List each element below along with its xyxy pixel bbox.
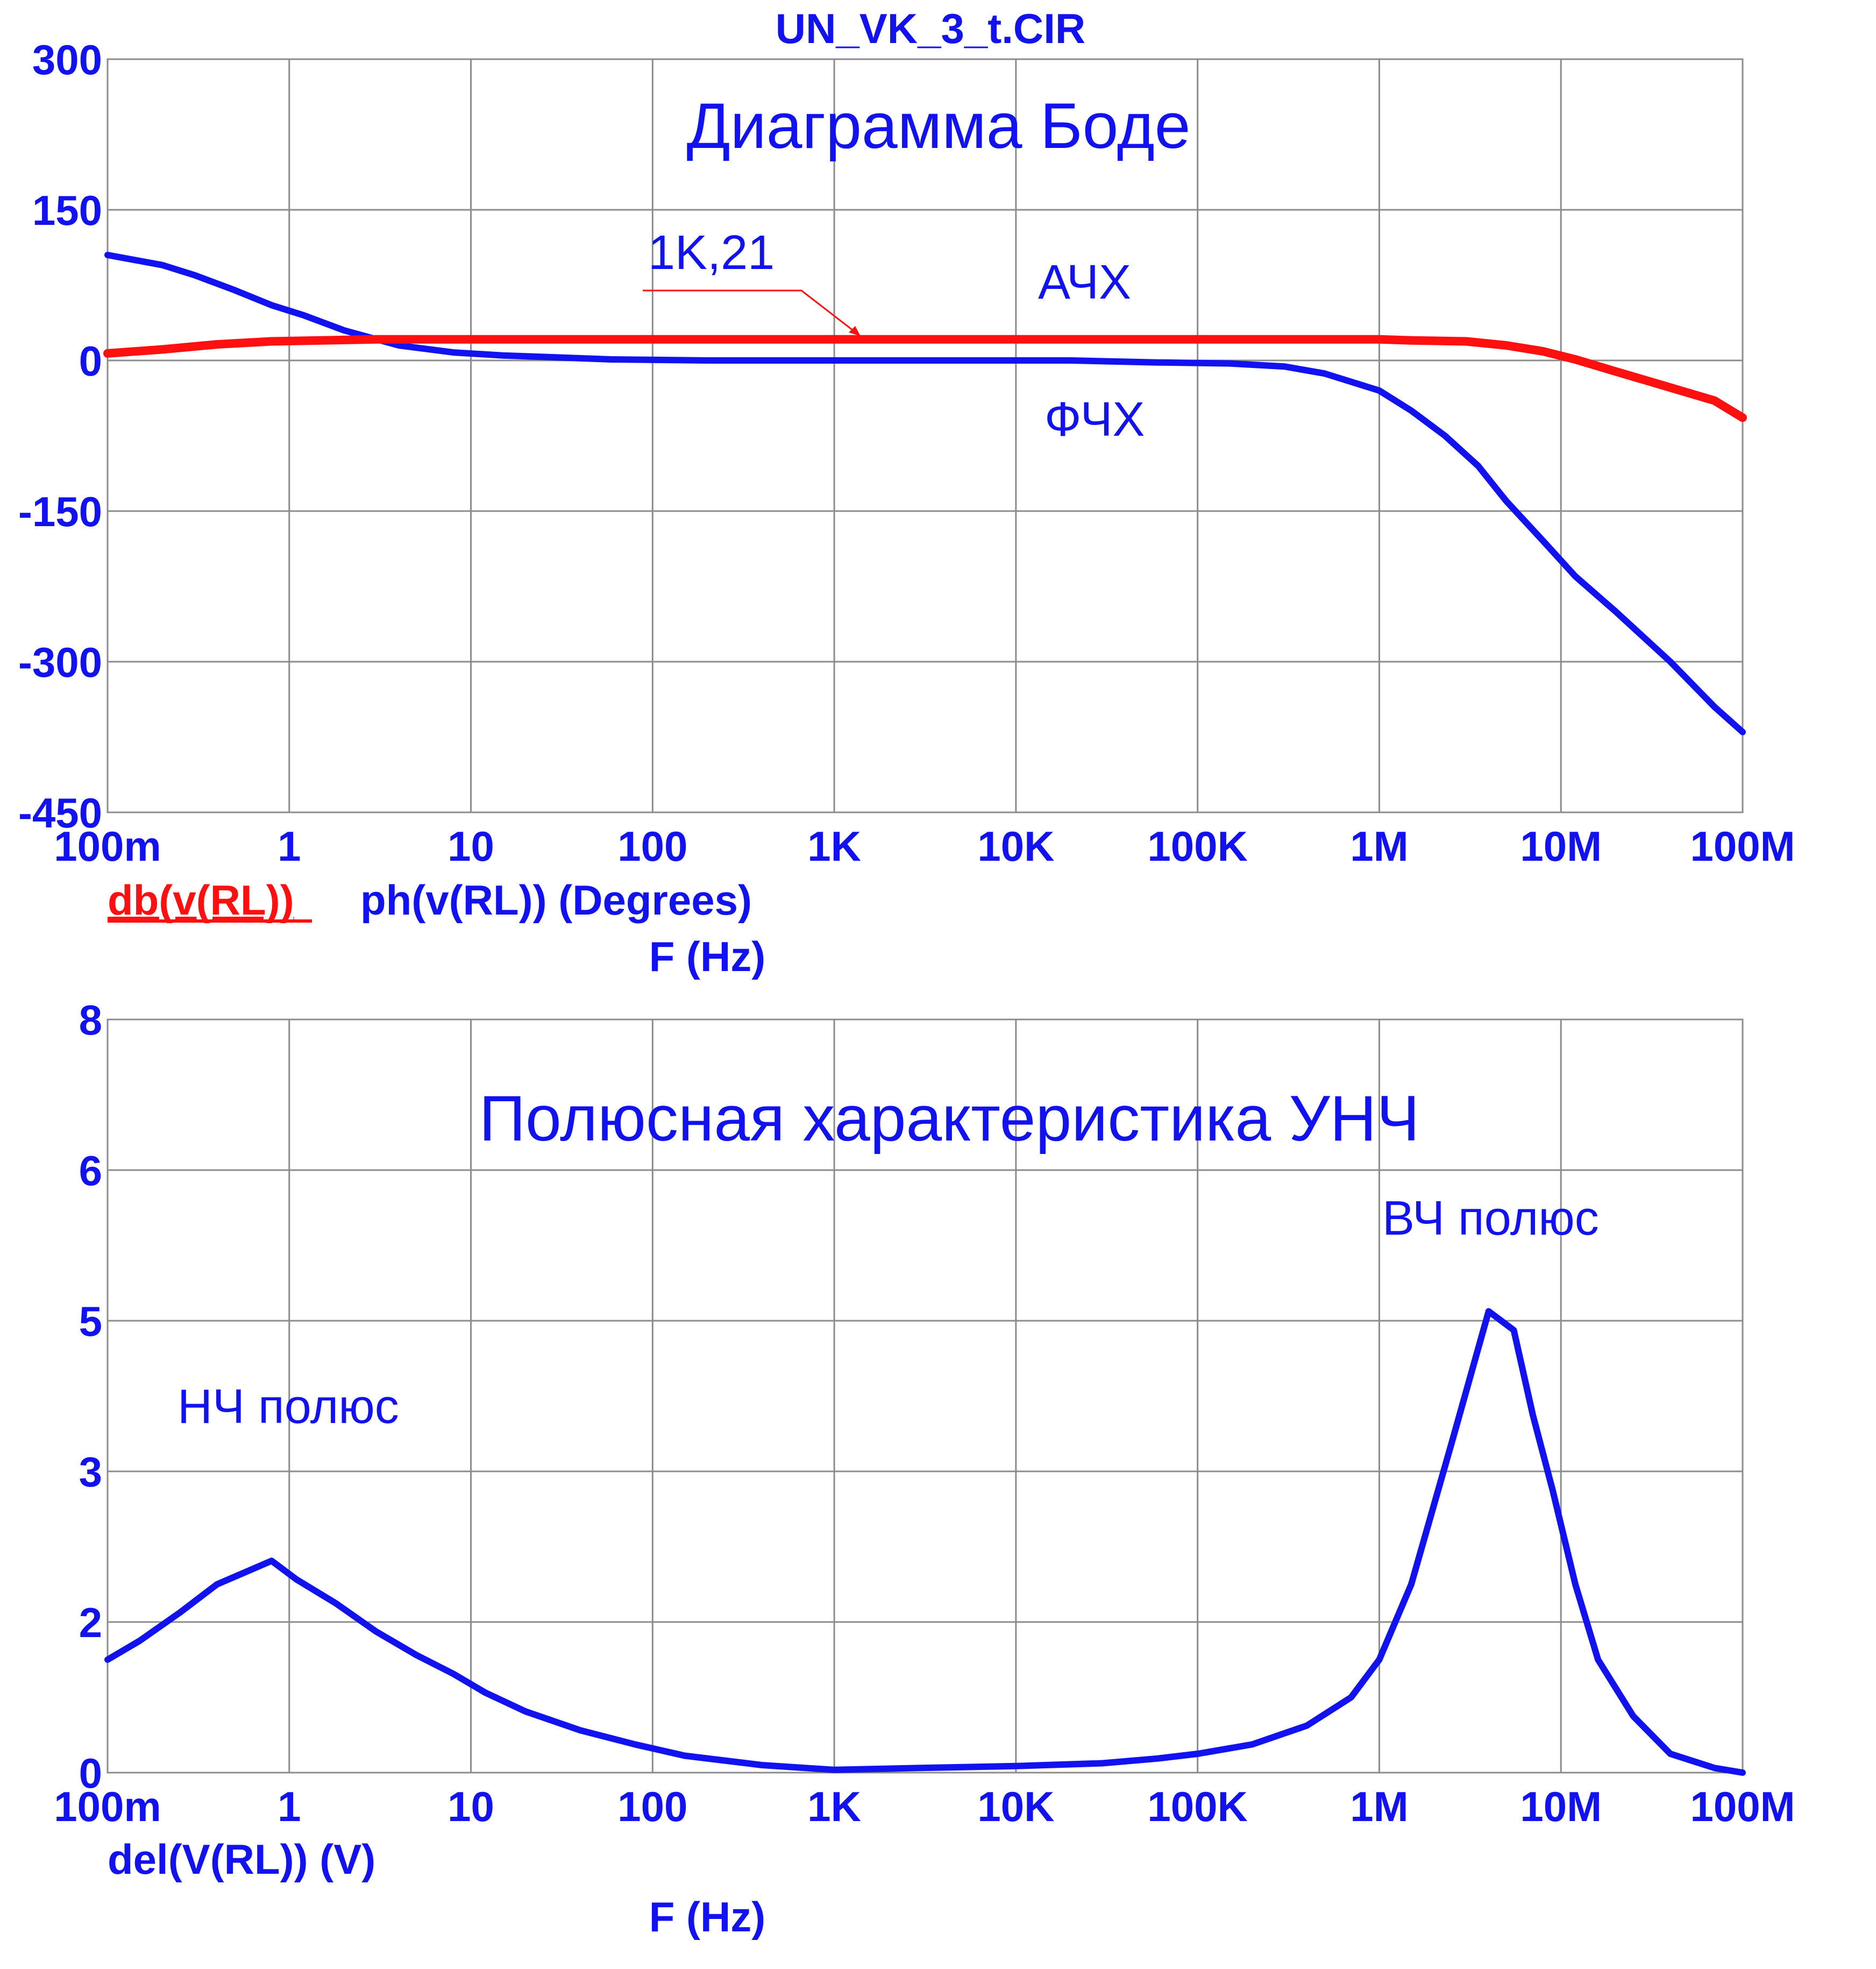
annotation-achx: АЧХ [1038, 256, 1131, 309]
annotation-lf-pole: НЧ полюс [177, 1380, 399, 1434]
bode-plot-frame [106, 58, 1744, 813]
pole-y-ticks: 8 6 5 3 2 0 [79, 996, 102, 1797]
bode-y-tick-label: 150 [32, 187, 102, 234]
pole-y-tick-label: 2 [79, 1599, 102, 1646]
bode-x-tick-label: 1 [278, 823, 301, 870]
bode-y-tick-label: -450 [18, 789, 102, 837]
bode-x-tick-label: 100m [54, 823, 161, 870]
bode-y-tick-label: 0 [79, 337, 102, 385]
pole-x-tick-label: 1 [278, 1783, 301, 1830]
pole-x-tick-label: 100 [617, 1783, 687, 1830]
pole-x-tick-label: 10K [977, 1783, 1054, 1830]
bode-series-group [103, 252, 1747, 735]
pole-y-tick-label: 5 [79, 1298, 102, 1345]
bode-y-ticks: 300 150 0 -150 -300 -450 [18, 36, 102, 837]
bode-x-ticks: 100m 1 10 100 1K 10K 100K 1M 10M 100M [54, 823, 1795, 870]
pole-y-tick-label: 3 [79, 1448, 102, 1496]
pole-x-tick-label: 10 [447, 1783, 494, 1830]
bode-y-tick-label: -300 [18, 639, 102, 686]
legend-del-v-rl: del(V(RL)) (V) [108, 1836, 375, 1883]
pole-x-tick-label: 100K [1147, 1783, 1247, 1830]
bode-series-line-phase [104, 252, 1746, 735]
annotation-fchx: ФЧХ [1044, 393, 1145, 447]
pole-panel: 8 6 5 3 2 0 100m 1 10 100 1K 10K 100K 1M 10M 100M [54, 996, 1795, 1830]
bode-x-tick-label: 10M [1520, 823, 1602, 870]
pole-x-tick-label: 10M [1520, 1783, 1602, 1830]
bode-x-tick-label: 100 [617, 823, 687, 870]
bode-grid [108, 59, 1743, 812]
bode-y-tick-label: -150 [18, 488, 102, 535]
pole-series-line-del [104, 1308, 1746, 1776]
pole-grid [108, 1019, 1743, 1773]
pole-x-ticks: 100m 1 10 100 1K 10K 100K 1M 10M 100M [54, 1783, 1795, 1830]
bode-x-tick-label: 10K [977, 823, 1054, 870]
bode-x-tick-label: 10 [447, 823, 494, 870]
pole-plot-frame [106, 1018, 1744, 1774]
annotation-1k-leader [643, 289, 861, 337]
annotation-1k-arrowhead [849, 326, 861, 336]
bode-title: Диаграмма Боде [687, 90, 1191, 162]
legend-ph-v-rl: ph(v(RL)) (Degrees) [360, 876, 752, 924]
pole-y-tick-label: 8 [79, 996, 102, 1044]
pole-x-tick-label: 100M [1690, 1783, 1795, 1830]
pole-x-tick-label: 100m [54, 1783, 161, 1830]
legend-db-v-rl: db(v(RL)) [108, 876, 294, 924]
pole-series-group [104, 1308, 1746, 1776]
bode-x-tick-label: 1M [1350, 823, 1408, 870]
pole-x-axis-label: F (Hz) [649, 1893, 766, 1940]
pole-y-tick-label: 0 [79, 1750, 102, 1797]
bode-x-tick-label: 100K [1147, 823, 1247, 870]
bode-x-tick-label: 1K [807, 823, 861, 870]
file-title: UN_VK_3_t.CIR [776, 5, 1086, 52]
pole-x-tick-label: 1K [807, 1783, 861, 1830]
annotation-hf-pole: ВЧ полюс [1382, 1192, 1599, 1245]
bode-series-line-db [103, 335, 1747, 422]
annotation-1k-21: 1K,21 [648, 226, 774, 280]
pole-x-tick-label: 1M [1350, 1783, 1408, 1830]
bode-x-axis-label: F (Hz) [649, 933, 766, 980]
bode-y-tick-label: 300 [32, 36, 102, 83]
pole-title: Полюсная характеристика УНЧ [479, 1082, 1420, 1155]
bode-x-tick-label: 100M [1690, 823, 1795, 870]
pole-y-tick-label: 6 [79, 1147, 102, 1194]
